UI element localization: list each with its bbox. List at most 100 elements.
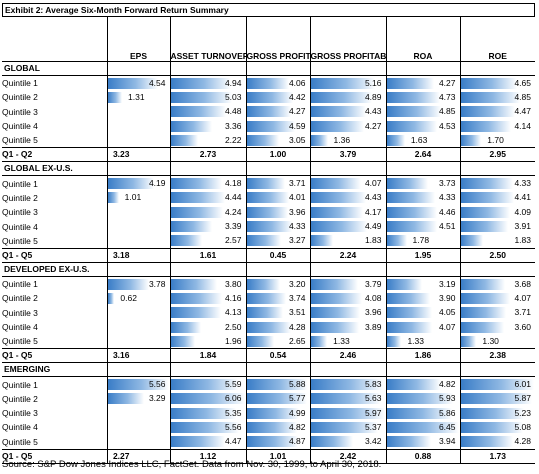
cell-asset-turnover: 6.06 — [169, 391, 246, 407]
data-value: 6.45 — [438, 421, 456, 432]
data-value: 6.01 — [514, 379, 531, 390]
summary-label: Q1 - Q5 — [2, 247, 107, 263]
data-bar-fill — [247, 307, 284, 319]
data-bar-fill — [108, 77, 158, 89]
data-bar: 3.20 — [247, 278, 310, 290]
summary-roe: 2.50 — [459, 247, 535, 263]
data-bar-fill — [171, 407, 237, 419]
data-value: 4.33 — [438, 192, 456, 203]
cell-roe: 4.41 — [459, 190, 535, 206]
cell-roe: 4.28 — [459, 434, 535, 450]
data-bar: 4.09 — [461, 206, 535, 218]
data-bar: 4.16 — [171, 292, 246, 304]
data-bar-fill — [171, 221, 213, 233]
summary-gross-profit-margin: 1.01 — [245, 448, 310, 464]
data-bar-fill — [461, 335, 477, 347]
data-bar: 3.36 — [171, 120, 246, 132]
data-bar: 5.93 — [387, 393, 460, 405]
data-bar: 5.16 — [311, 77, 386, 89]
data-value: 5.08 — [514, 421, 531, 432]
data-bar-fill — [311, 321, 360, 333]
data-bar: 3.05 — [247, 134, 310, 146]
data-bar-fill — [311, 178, 362, 190]
row-label: Quintile 5 — [2, 235, 38, 246]
row-label: Quintile 3 — [2, 307, 38, 318]
data-bar-fill — [171, 292, 222, 304]
data-bar: 4.07 — [311, 178, 386, 190]
data-bar: 5.88 — [247, 379, 310, 391]
data-value: 4.06 — [288, 77, 306, 88]
data-value: 4.27 — [438, 77, 456, 88]
data-bar-fill — [461, 407, 525, 419]
data-bar: 4.27 — [247, 106, 310, 118]
data-value: 4.07 — [438, 321, 456, 332]
cell-eps: 3.29 — [106, 391, 170, 407]
data-bar: 4.85 — [387, 106, 460, 118]
data-value: 4.44 — [224, 192, 242, 203]
cell-gross-profitability: 5.97 — [309, 406, 386, 421]
section-header-cell — [169, 262, 246, 277]
data-value: 4.54 — [148, 77, 166, 88]
cell-gross-profitability: 3.42 — [309, 434, 386, 450]
data-bar: 1.83 — [311, 235, 386, 247]
data-bar: 3.51 — [247, 307, 310, 319]
cell-eps: 4.19 — [106, 175, 170, 191]
data-bar: 2.50 — [171, 321, 246, 333]
data-bar: 2.22 — [171, 134, 246, 146]
cell-gross-profit-margin: 3.96 — [245, 205, 310, 220]
data-bar: 5.63 — [311, 393, 386, 405]
data-value: 4.41 — [514, 192, 531, 203]
data-bar-fill — [247, 393, 308, 405]
table-row: Quintile 1 5.56 5.59 5.88 5.83 4.82 6.01 — [2, 376, 535, 392]
cell-asset-turnover: 4.24 — [169, 205, 246, 220]
data-bar-fill — [387, 278, 423, 290]
summary-asset-turnover: 1.61 — [169, 247, 246, 263]
data-value: 6.06 — [224, 393, 242, 404]
data-value: 4.89 — [364, 91, 382, 102]
summary-row: Q1 - Q5 2.27 1.12 1.01 2.42 0.88 1.73 — [2, 448, 535, 464]
data-bar-fill — [387, 134, 405, 146]
data-value: 4.51 — [438, 221, 456, 232]
cell-asset-turnover: 3.39 — [169, 219, 246, 234]
cell-eps — [106, 133, 170, 148]
data-value: 4.43 — [364, 106, 382, 117]
data-value: 1.63 — [410, 134, 428, 145]
data-value: 5.86 — [438, 407, 456, 418]
table-row: Quintile 4 2.50 4.28 3.89 4.07 3.60 — [2, 319, 535, 335]
cell-asset-turnover: 2.22 — [169, 133, 246, 148]
cell-gross-profit-margin: 3.74 — [245, 291, 310, 306]
cell-roe: 5.23 — [459, 406, 535, 421]
cell-asset-turnover: 4.16 — [169, 291, 246, 306]
data-bar: 5.77 — [247, 393, 310, 405]
row-label: Quintile 1 — [2, 279, 38, 290]
data-value: 4.28 — [514, 436, 531, 447]
cell-gross-profitability: 4.89 — [309, 90, 386, 105]
data-value: 4.27 — [288, 106, 306, 117]
cell-gross-profit-margin: 5.77 — [245, 391, 310, 407]
data-bar: 5.37 — [311, 421, 386, 433]
data-bar-fill — [461, 178, 514, 190]
summary-row: Q1 - Q5 3.18 1.61 0.45 2.24 1.95 2.50 — [2, 247, 535, 263]
cell-gross-profitability: 4.49 — [309, 219, 386, 234]
section-header: GLOBAL — [2, 61, 535, 76]
summary-row: Q1 - Q2 3.23 2.73 1.00 3.79 2.64 2.95 — [2, 147, 535, 163]
column-header-eps: EPS — [106, 17, 170, 62]
data-bar-fill — [461, 307, 506, 319]
data-bar-fill — [461, 120, 512, 132]
data-bar: 2.65 — [247, 335, 310, 347]
data-bar-fill — [387, 120, 438, 132]
data-value: 3.39 — [224, 221, 242, 232]
data-bar-fill — [108, 278, 150, 290]
cell-roa: 4.33 — [385, 190, 460, 206]
summary-roa: 2.64 — [385, 147, 460, 163]
data-value: 2.65 — [288, 335, 306, 346]
data-value: 1.78 — [412, 235, 430, 246]
row-label: Quintile 4 — [2, 422, 38, 433]
data-bar: 3.78 — [108, 278, 170, 290]
data-value: 4.59 — [288, 120, 306, 131]
data-bar-fill — [247, 292, 286, 304]
cell-asset-turnover: 2.57 — [169, 233, 246, 249]
section-header-cell — [309, 262, 386, 277]
data-value: 1.96 — [224, 335, 242, 346]
data-value: 4.53 — [438, 120, 456, 131]
